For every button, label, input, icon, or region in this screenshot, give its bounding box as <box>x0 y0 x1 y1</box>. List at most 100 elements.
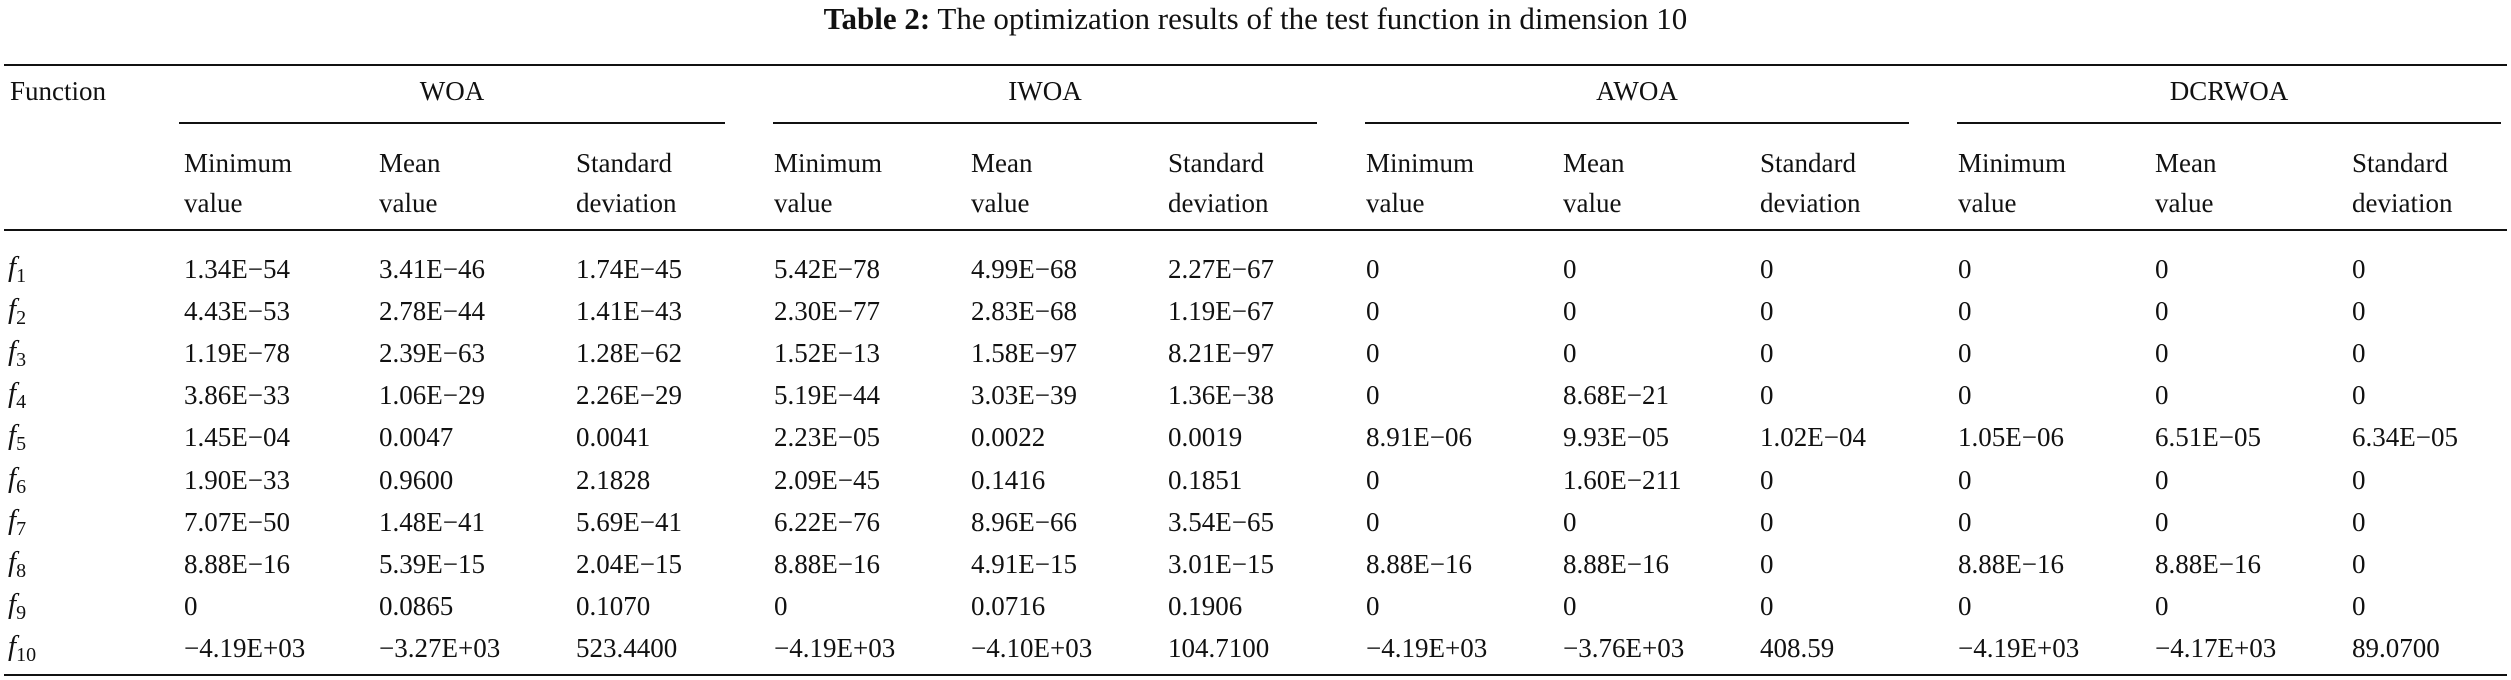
table-cell: 0 <box>1366 464 1380 495</box>
table-cell: 8.88E−16 <box>184 548 290 579</box>
table-cell: 1.19E−78 <box>184 338 290 369</box>
function-symbol: f <box>8 377 17 410</box>
table-cell: 1.28E−62 <box>576 338 682 369</box>
table-cell: −4.10E+03 <box>971 632 1093 663</box>
function-index: 7 <box>16 517 27 540</box>
table-cell: 2.30E−77 <box>774 296 880 327</box>
group-header-dcrwoa: DCRWOA <box>2169 76 2289 106</box>
table-cell: 0 <box>2155 254 2169 284</box>
table-cell: 0 <box>1958 380 1972 411</box>
table-cell: 5.69E−41 <box>576 506 682 537</box>
table-cell: −4.19E+03 <box>1958 632 2080 663</box>
subheader-dcrwoa-0: value <box>1958 188 2017 218</box>
table-cell: 2.23E−05 <box>774 422 880 453</box>
subheader-iwoa-1: value <box>971 188 1030 218</box>
table-cell: 0 <box>1563 590 1577 621</box>
table-cell: 0 <box>2352 548 2366 579</box>
table-cell: 6.22E−76 <box>774 506 880 537</box>
table-cell: 8.88E−16 <box>1958 548 2064 579</box>
group-header-woa: WOA <box>419 76 485 106</box>
table-cell: 1.60E−211 <box>1563 464 1682 495</box>
function-label: f9 <box>8 588 26 625</box>
subheader-dcrwoa-0: Minimum <box>1958 148 2067 178</box>
function-label: f5 <box>8 419 26 456</box>
function-symbol: f <box>8 251 17 283</box>
table-cell: 0 <box>1958 464 1972 495</box>
subheader-awoa-2: Standard <box>1760 148 1856 178</box>
table-cell: 408.59 <box>1760 632 1835 663</box>
function-symbol: f <box>8 545 17 578</box>
table-cell: 0 <box>1366 506 1380 537</box>
table-cell: 9.93E−05 <box>1563 422 1669 453</box>
table-cell: 3.03E−39 <box>971 380 1077 411</box>
table-cell: 1.06E−29 <box>379 380 485 411</box>
table-cell: 0 <box>1366 380 1380 411</box>
subheader-woa-1: Mean <box>379 148 441 178</box>
table-cell: 3.01E−15 <box>1168 548 1274 579</box>
table-cell: 8.91E−06 <box>1366 422 1472 453</box>
table-cell: −4.19E+03 <box>774 632 896 663</box>
table-cell: 0 <box>2352 254 2366 284</box>
table-cell: 0 <box>2155 506 2169 537</box>
table-cell: 4.43E−53 <box>184 296 290 327</box>
table-cell: 1.41E−43 <box>576 296 682 327</box>
table-cell: 0.9600 <box>379 464 454 495</box>
header-rule <box>4 229 2507 231</box>
table-cell: 4.99E−68 <box>971 254 1077 284</box>
table-cell: 0 <box>1760 254 1774 284</box>
table-caption: Table 2: The optimization results of the… <box>0 2 2511 36</box>
subheader-woa-0: Minimum <box>184 148 293 178</box>
table-cell: 1.02E−04 <box>1760 422 1866 453</box>
table-cell: 0 <box>1760 506 1774 537</box>
table-cell: 1.90E−33 <box>184 464 290 495</box>
table-cell: −3.27E+03 <box>379 632 501 663</box>
table-cell: 1.36E−38 <box>1168 380 1274 411</box>
table-cell: 0 <box>1760 338 1774 369</box>
table-cell: 0 <box>1563 254 1577 284</box>
table-cell: 8.96E−66 <box>971 506 1077 537</box>
table-cell: 1.45E−04 <box>184 422 290 453</box>
table-cell: 523.4400 <box>576 632 678 663</box>
function-index: 3 <box>16 349 27 372</box>
group-rule-woa <box>179 122 725 124</box>
subheader-iwoa-2: Standard <box>1168 148 1264 178</box>
subheader-iwoa-2: deviation <box>1168 188 1269 218</box>
table-cell: 0 <box>2352 464 2366 495</box>
subheader-awoa-0: Minimum <box>1366 148 1475 178</box>
table-cell: 0 <box>2352 590 2366 621</box>
function-index: 9 <box>16 601 27 624</box>
table-cell: 0 <box>1366 296 1380 327</box>
table-cell: 0 <box>1563 338 1577 369</box>
table-cell: 0.0041 <box>576 422 651 453</box>
function-index: 2 <box>16 307 27 330</box>
table-cell: 0 <box>1563 296 1577 327</box>
column-header-function: Function <box>10 76 107 106</box>
function-index: 1 <box>16 265 27 287</box>
table-cell: 1.52E−13 <box>774 338 880 369</box>
table-cell: 0 <box>1958 590 1972 621</box>
table-title: The optimization results of the test fun… <box>937 1 1688 36</box>
table-cell: 8.88E−16 <box>774 548 880 579</box>
subheader-awoa-0: value <box>1366 188 1425 218</box>
table-cell: 4.91E−15 <box>971 548 1077 579</box>
table-cell: 1.19E−67 <box>1168 296 1274 327</box>
table-cell: 0 <box>2352 296 2366 327</box>
table-cell: 3.54E−65 <box>1168 506 1274 537</box>
table-cell: 0.0019 <box>1168 422 1243 453</box>
table-cell: 8.88E−16 <box>1366 548 1472 579</box>
subheader-woa-1: value <box>379 188 438 218</box>
table-cell: 1.34E−54 <box>184 254 290 284</box>
table-cell: 0 <box>2352 380 2366 411</box>
table-cell: 0 <box>1760 296 1774 327</box>
subheader-woa-2: Standard <box>576 148 672 178</box>
table-cell: 0 <box>1958 506 1972 537</box>
table-cell: 0 <box>1366 338 1380 369</box>
table-cell: 7.07E−50 <box>184 506 290 537</box>
group-rule-awoa <box>1365 122 1909 124</box>
subheader-woa-2: deviation <box>576 188 677 218</box>
table-cell: 104.7100 <box>1168 632 1270 663</box>
table-cell: 0 <box>2155 590 2169 621</box>
table-cell: 0 <box>1958 254 1972 284</box>
table-cell: 0 <box>1760 464 1774 495</box>
table-cell: 0 <box>2155 296 2169 327</box>
